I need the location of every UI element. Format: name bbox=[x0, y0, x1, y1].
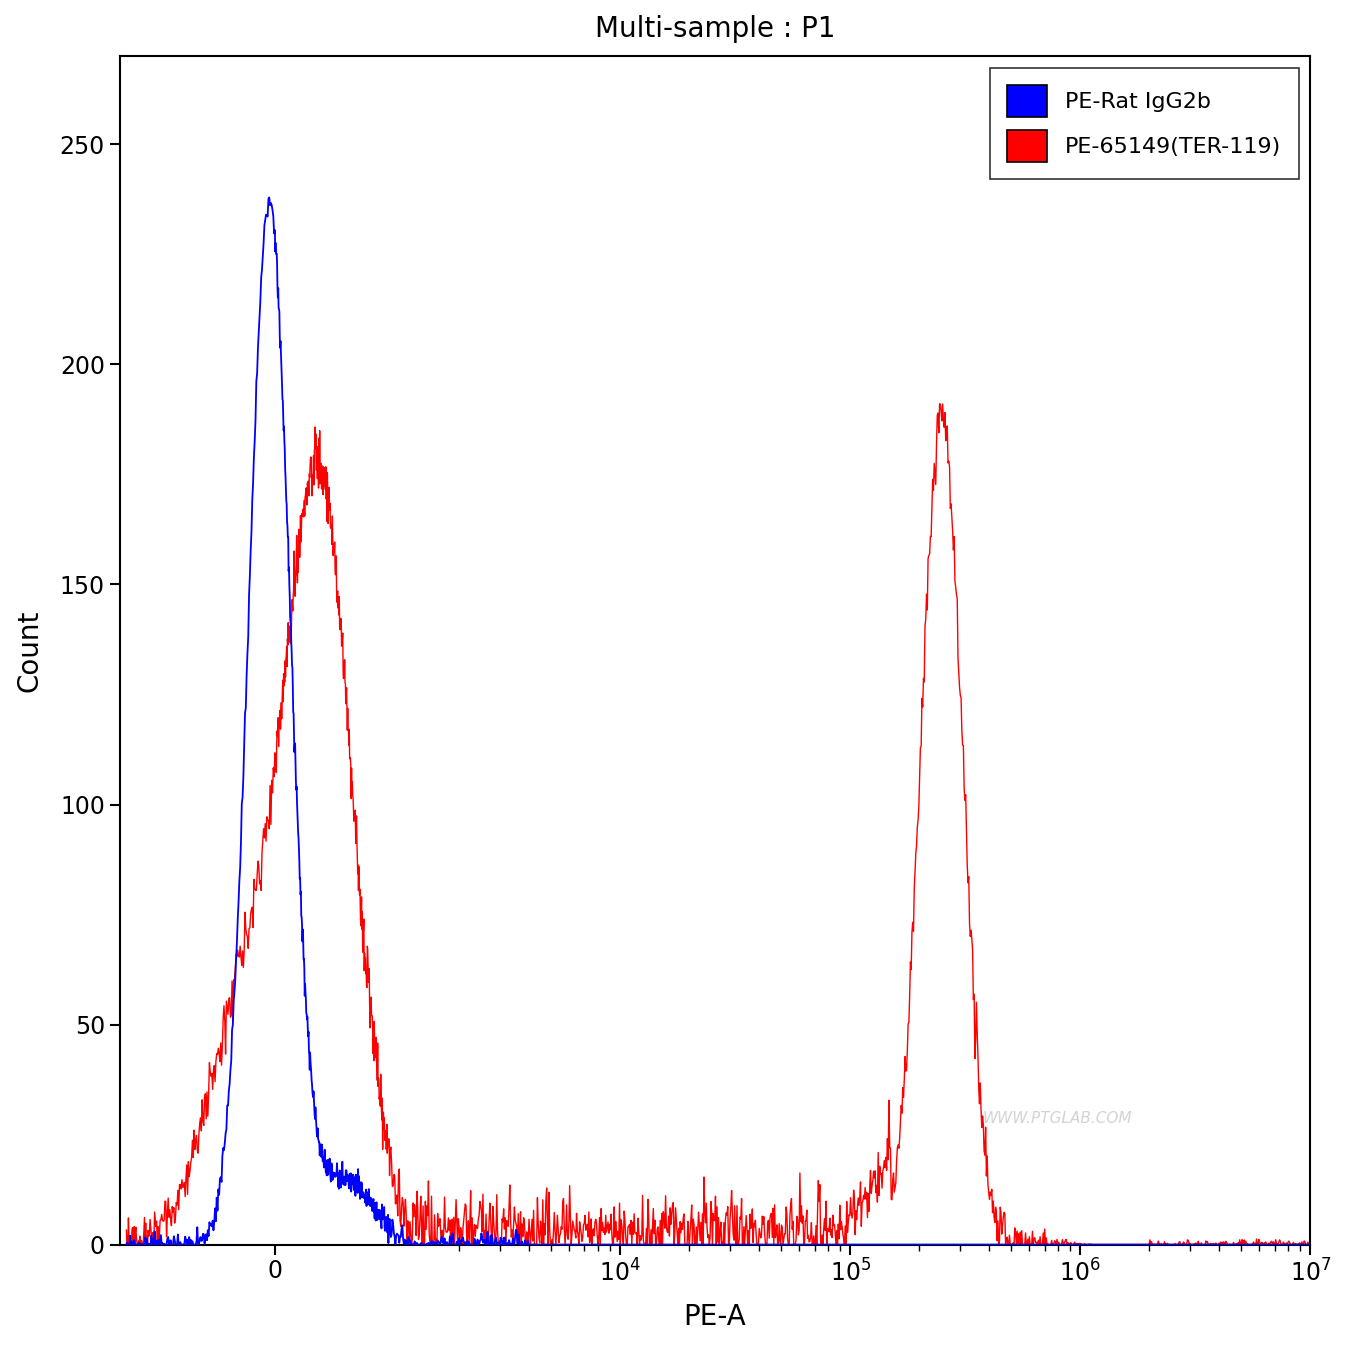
Y-axis label: Count: Count bbox=[15, 610, 43, 692]
Title: Multi-sample : P1: Multi-sample : P1 bbox=[595, 15, 835, 43]
X-axis label: PE-A: PE-A bbox=[684, 1303, 746, 1331]
Text: WWW.PTGLAB.COM: WWW.PTGLAB.COM bbox=[983, 1110, 1132, 1125]
Legend: PE-Rat IgG2b, PE-65149(TER-119): PE-Rat IgG2b, PE-65149(TER-119) bbox=[989, 67, 1299, 179]
